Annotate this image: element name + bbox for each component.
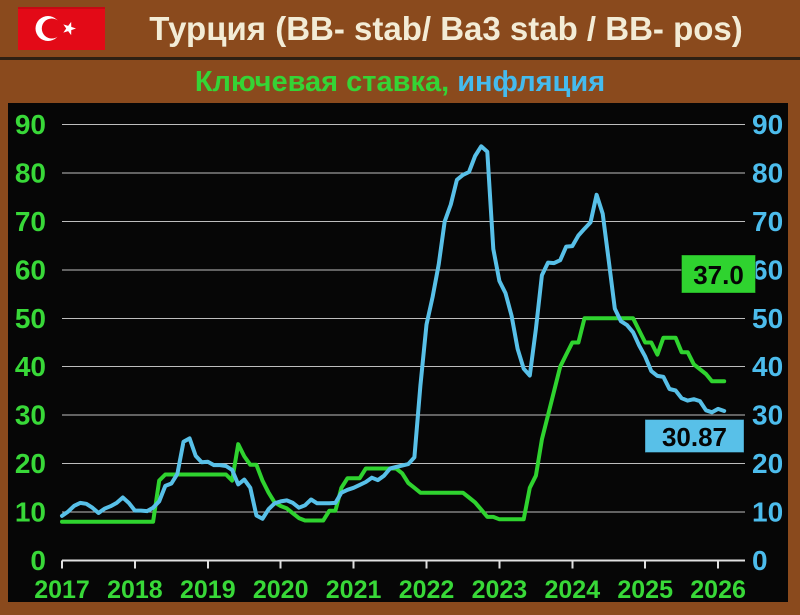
header-separator — [0, 57, 800, 60]
x-axis-label: 2019 — [180, 576, 236, 604]
inflation-value-label: 30.87 — [662, 422, 727, 452]
y-axis-label-left: 20 — [15, 448, 46, 479]
subtitle-key-rate: Ключевая ставка, — [194, 66, 450, 98]
y-axis-label-left: 0 — [30, 545, 46, 576]
y-axis-label-right: 50 — [752, 303, 783, 334]
y-axis-label-left: 50 — [15, 303, 46, 334]
y-axis-label-left: 80 — [15, 157, 46, 188]
key-rate-value-label-box — [681, 254, 756, 294]
x-axis-label: 2026 — [690, 576, 746, 604]
x-axis-label: 2023 — [472, 576, 528, 604]
y-axis-label-right: 40 — [752, 351, 783, 382]
y-axis-label-left: 70 — [15, 206, 46, 237]
x-axis-label: 2020 — [253, 576, 309, 604]
y-axis-label-left: 40 — [15, 351, 46, 382]
y-axis-label-right: 80 — [752, 157, 783, 188]
x-axis-label: 2018 — [107, 576, 163, 604]
chart-subtitle: Ключевая ставка, инфляция — [0, 61, 800, 102]
y-axis-label-right: 70 — [752, 206, 783, 237]
page-title: Турция (BB- stab/ Ba3 stab / BB- pos) — [149, 10, 743, 47]
y-axis-label-right: 0 — [752, 545, 768, 576]
y-axis-label-right: 20 — [752, 448, 783, 479]
inflation-value-label-box — [644, 419, 745, 453]
turkey-flag-icon — [18, 7, 105, 50]
key-rate-value-label: 37.0 — [693, 260, 744, 290]
y-axis-label-left: 90 — [15, 109, 46, 140]
x-axis-label: 2024 — [544, 576, 600, 604]
y-axis-label-left: 30 — [15, 400, 46, 431]
y-axis-label-right: 10 — [752, 497, 783, 528]
y-axis-label-right: 90 — [752, 109, 783, 140]
subtitle-inflation: инфляция — [449, 66, 606, 98]
x-axis-label: 2021 — [326, 576, 382, 604]
x-axis-label: 2022 — [399, 576, 455, 604]
y-axis-label-left: 10 — [15, 497, 46, 528]
inflation-line — [60, 144, 727, 521]
y-axis-label-right: 60 — [752, 254, 783, 285]
y-axis-label-right: 30 — [752, 400, 783, 431]
x-axis-label: 2025 — [617, 576, 673, 604]
y-axis-label-left: 60 — [15, 254, 46, 285]
x-axis-label: 2017 — [34, 576, 90, 604]
